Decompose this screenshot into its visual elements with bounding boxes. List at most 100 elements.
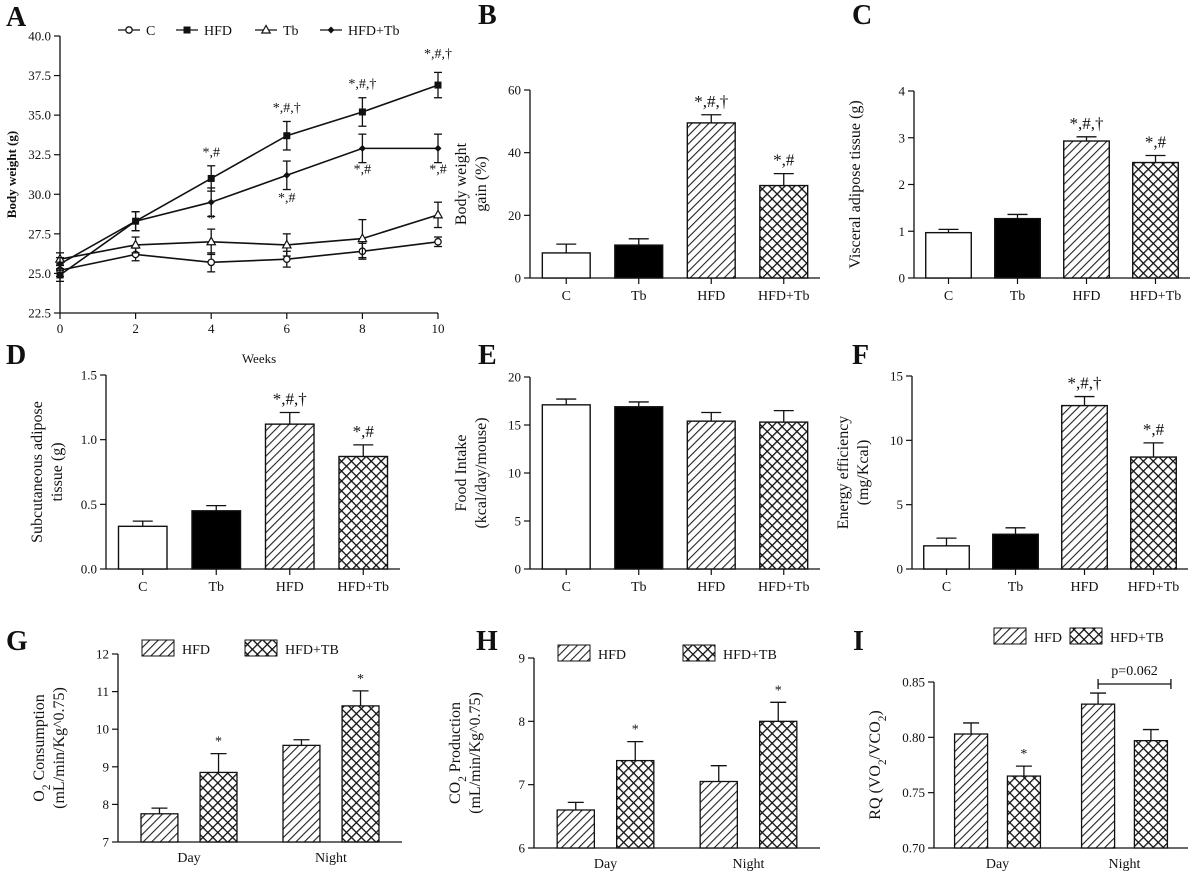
y-tick-label: 7 <box>519 777 526 792</box>
y-tick-label: 1 <box>899 224 906 239</box>
marker-square <box>283 132 291 140</box>
panel-g: G 7 8 9 10 11 12 O2 Consumption (mL/min/Kg^0.75)… <box>6 626 402 866</box>
x-tick-label: Tb <box>631 580 647 595</box>
x-tick-label: 10 <box>432 321 445 336</box>
y-tick-label: 1.0 <box>81 432 97 447</box>
panel-letter-b: B <box>478 0 497 31</box>
annotation: *,# <box>429 163 447 178</box>
annotation: *,#,† <box>694 92 728 111</box>
marker-diamond <box>56 260 64 268</box>
y-tick-label: 25.0 <box>28 266 51 281</box>
x-tick-label: HFD <box>276 580 304 595</box>
marker-triangle <box>260 24 272 34</box>
y-tick-label: 7 <box>103 835 110 850</box>
marker-square <box>358 108 366 116</box>
x-tick-label: HFD <box>697 580 725 595</box>
y-tick-label: 40 <box>508 145 521 160</box>
y-tick-label: 40.0 <box>28 29 51 44</box>
x-tick-label: 4 <box>208 321 215 336</box>
series-line <box>59 240 439 272</box>
legend-label: HFD+Tb <box>348 24 399 39</box>
x-tick-label: HFD+Tb <box>1130 289 1181 304</box>
legend-label: HFD <box>1034 631 1062 646</box>
y-tick-label: 10 <box>890 433 903 448</box>
legend-swatch <box>993 627 1027 645</box>
marker-diamond <box>207 198 215 206</box>
bar <box>686 122 736 279</box>
panel-letter-h: H <box>476 626 498 657</box>
y-axis-title: (mL/min/Kg^0.75) <box>467 692 484 814</box>
bar <box>1061 404 1108 570</box>
y-tick-label: 12 <box>96 647 109 662</box>
y-tick-label: 20 <box>508 208 521 223</box>
x-tick-label: Tb <box>1010 289 1026 304</box>
y-tick-label: 37.5 <box>28 68 51 83</box>
marker-triangle <box>205 236 217 246</box>
y-axis-title: tissue (g) <box>49 442 66 501</box>
annotation: * <box>632 723 639 738</box>
y-axis-title: Food Intake <box>453 435 470 512</box>
x-tick-label: HFD <box>1072 289 1100 304</box>
panel-b: B 0 20 40 60 Body weight gain (%) C Tb HFD *,#,† HF… <box>453 0 820 304</box>
legend-label: HFD+TB <box>723 648 777 663</box>
bar <box>992 533 1039 570</box>
bar <box>686 420 736 570</box>
y-tick-label: 22.5 <box>28 306 51 321</box>
panel-letter-g: G <box>6 626 28 657</box>
legend-label: HFD+TB <box>1110 631 1164 646</box>
marker-square <box>56 271 64 279</box>
marker-diamond <box>358 144 366 152</box>
legend-swatch <box>682 644 716 662</box>
marker-triangle <box>130 239 141 249</box>
panel-letter-a: A <box>6 2 27 33</box>
series-tb <box>54 201 444 267</box>
annotation: * <box>1020 747 1027 762</box>
y-tick-label: 0 <box>897 562 904 577</box>
y-axis-title: Energy efficiency <box>835 416 852 530</box>
x-tick-label: Tb <box>208 580 224 595</box>
legend-swatch <box>1069 627 1103 645</box>
y-axis-title: (kcal/day/mouse) <box>473 417 490 528</box>
y-tick-label: 0 <box>899 271 906 286</box>
bar <box>759 184 809 279</box>
bar <box>923 545 970 570</box>
x-tick-label: HFD+Tb <box>758 289 809 304</box>
panel-h: H 6 7 8 9 CO2 Production (mL/min/Kg^0.75) Day * N… <box>447 626 820 872</box>
y-axis-title: gain (%) <box>473 156 490 212</box>
marker-diamond <box>283 171 291 179</box>
bar <box>556 809 595 849</box>
y-axis-title: Body weight <box>453 142 470 225</box>
y-tick-label: 11 <box>96 684 109 699</box>
bar <box>1130 456 1177 570</box>
panel-c: C 0 1 2 3 4 Visceral adipose tissue (g) C Tb HFD *… <box>847 0 1190 304</box>
panel-d: D 0.0 0.5 1.0 1.5 Subcutaneous adipose tissue … <box>6 340 400 595</box>
series-line <box>59 84 439 276</box>
marker-square <box>434 81 442 89</box>
panel-letter-i: I <box>853 626 864 657</box>
marker-diamond <box>132 217 140 225</box>
y-tick-label: 0.0 <box>81 562 97 577</box>
y-tick-label: 0.75 <box>902 785 925 800</box>
x-tick-label: Tb <box>631 289 647 304</box>
annotation: *,# <box>202 145 220 160</box>
annotation: * <box>215 735 222 750</box>
annotation: *,#,† <box>273 101 301 116</box>
legend: HFD HFD+TB <box>993 627 1164 646</box>
y-tick-label: 0 <box>515 271 522 286</box>
y-axis-title: Subcutaneous adipose <box>29 401 46 543</box>
marker-circle <box>125 26 133 34</box>
marker-diamond <box>327 26 335 34</box>
y-tick-label: 32.5 <box>28 147 51 162</box>
bar <box>140 813 179 843</box>
x-tick-label: 8 <box>359 321 366 336</box>
legend: HFD HFD+TB <box>557 644 777 663</box>
y-axis-title: CO2 Production <box>447 702 469 804</box>
y-tick-label: 0.85 <box>902 675 925 690</box>
y-tick-label: 1.5 <box>81 368 97 383</box>
x-tick-label: HFD <box>697 289 725 304</box>
y-axis-title: (mL/min/Kg^0.75) <box>51 687 68 809</box>
series-line <box>59 147 438 265</box>
annotation: *,# <box>354 163 372 178</box>
x-tick-label: Night <box>733 857 765 872</box>
y-tick-label: 8 <box>103 797 110 812</box>
